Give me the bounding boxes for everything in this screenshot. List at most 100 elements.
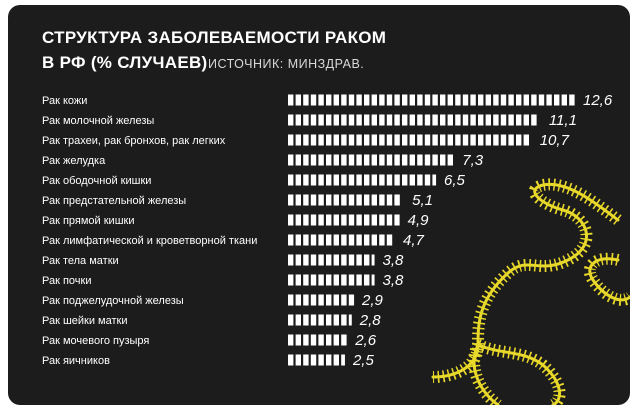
bar-segment xyxy=(470,94,476,106)
bar-segment xyxy=(569,94,575,106)
bar-segment xyxy=(318,134,324,146)
decor-line-1 xyxy=(476,343,562,405)
bar-segment xyxy=(288,234,294,246)
bar-segment xyxy=(288,154,294,166)
bar-segment xyxy=(417,174,423,186)
bar-segment xyxy=(295,234,301,246)
bar-segment xyxy=(326,294,332,306)
bar-segment xyxy=(303,314,309,326)
bar-segment xyxy=(303,234,309,246)
bar-segment xyxy=(310,174,317,186)
bar-segment xyxy=(348,134,355,146)
bar-segment xyxy=(523,94,529,106)
bar-segment xyxy=(561,94,567,106)
bar-segment xyxy=(310,194,317,206)
bar-segment xyxy=(462,94,469,106)
source-note: ИСТОЧНИК: МИНЗДРАВ. xyxy=(208,57,365,71)
bar-segment xyxy=(318,314,324,326)
bar-segment xyxy=(288,174,294,186)
bar-segment xyxy=(432,134,438,146)
bar-segment xyxy=(303,94,309,106)
category-label: Рак тела матки xyxy=(42,255,119,267)
bar-segment xyxy=(310,314,317,326)
bar-segment xyxy=(417,94,423,106)
bar-segment xyxy=(333,94,339,106)
bar-segment xyxy=(326,334,332,346)
bar-segment xyxy=(364,214,370,226)
value-label: 11,1 xyxy=(549,112,577,129)
bar-segment xyxy=(386,174,393,186)
bar-segment xyxy=(386,94,393,106)
bar-segment xyxy=(326,194,332,206)
category-label: Рак ободочной кишки xyxy=(42,175,151,187)
bar-segment xyxy=(531,94,537,106)
bar-segment xyxy=(432,94,438,106)
bar-segment xyxy=(478,134,484,146)
bar-segment xyxy=(493,134,499,146)
bar-segment xyxy=(303,274,309,286)
bar-segment xyxy=(341,114,347,126)
value-label: 10,7 xyxy=(540,132,570,149)
bar xyxy=(288,314,352,326)
value-label: 6,5 xyxy=(444,172,466,189)
bar-segment xyxy=(371,274,375,286)
bar-segment xyxy=(288,354,294,366)
bar-segment xyxy=(303,174,309,186)
bar-segment xyxy=(333,134,339,146)
bar-segment xyxy=(394,154,400,166)
bar-segment xyxy=(364,254,370,266)
chart-title-line-2: В РФ (% СЛУЧАЕВ) xyxy=(42,53,208,72)
bar-segment xyxy=(394,134,400,146)
bar-segment xyxy=(478,114,484,126)
bar-segment xyxy=(379,214,385,226)
bar-segment xyxy=(333,174,339,186)
bar-segment xyxy=(500,134,507,146)
bar-segment xyxy=(318,154,324,166)
bar-segment xyxy=(379,174,385,186)
category-label: Рак молочной железы xyxy=(42,115,154,127)
bar-segment xyxy=(424,94,431,106)
bar-segment xyxy=(485,134,491,146)
bar-segment xyxy=(295,214,301,226)
bar-segment xyxy=(310,214,317,226)
bar xyxy=(288,114,537,126)
bar-segment xyxy=(310,334,317,346)
bar-segment xyxy=(348,94,355,106)
bar-segment xyxy=(288,214,294,226)
bar-segment xyxy=(371,174,377,186)
bar-segment xyxy=(303,214,309,226)
bar-segment xyxy=(364,94,370,106)
bar-segment xyxy=(409,94,415,106)
bar-segment xyxy=(508,94,514,106)
bar-segment xyxy=(333,274,339,286)
bar-segment xyxy=(455,114,461,126)
bar-segment xyxy=(356,214,362,226)
bar-segment xyxy=(288,294,294,306)
bar-segment xyxy=(295,274,301,286)
bar-segment xyxy=(341,254,347,266)
bar-segment xyxy=(310,94,317,106)
bar-segment xyxy=(318,254,324,266)
value-label: 2,8 xyxy=(359,312,382,329)
bar-segment xyxy=(379,194,385,206)
bar-segment xyxy=(523,114,529,126)
bar-segment xyxy=(295,94,301,106)
category-label: Рак предстательной железы xyxy=(42,195,186,207)
bar xyxy=(288,274,375,286)
bar-segment xyxy=(333,294,339,306)
decorative-figure xyxy=(431,178,630,405)
bar-segment xyxy=(326,154,332,166)
bar xyxy=(288,174,437,186)
bar-segment xyxy=(538,94,545,106)
bar xyxy=(288,294,355,306)
bar-segment xyxy=(356,174,362,186)
bar-segment xyxy=(348,254,355,266)
bar-segment xyxy=(303,194,309,206)
bar-segment xyxy=(379,234,385,246)
bar-segment xyxy=(364,174,370,186)
decor-stitch-0 xyxy=(432,178,622,383)
bar-segment xyxy=(516,134,522,146)
bar-segment xyxy=(402,154,408,166)
chart-title-line-1: СТРУКТУРА ЗАБОЛЕВАЕМОСТИ РАКОМ xyxy=(42,28,387,47)
bar-segment xyxy=(417,154,423,166)
